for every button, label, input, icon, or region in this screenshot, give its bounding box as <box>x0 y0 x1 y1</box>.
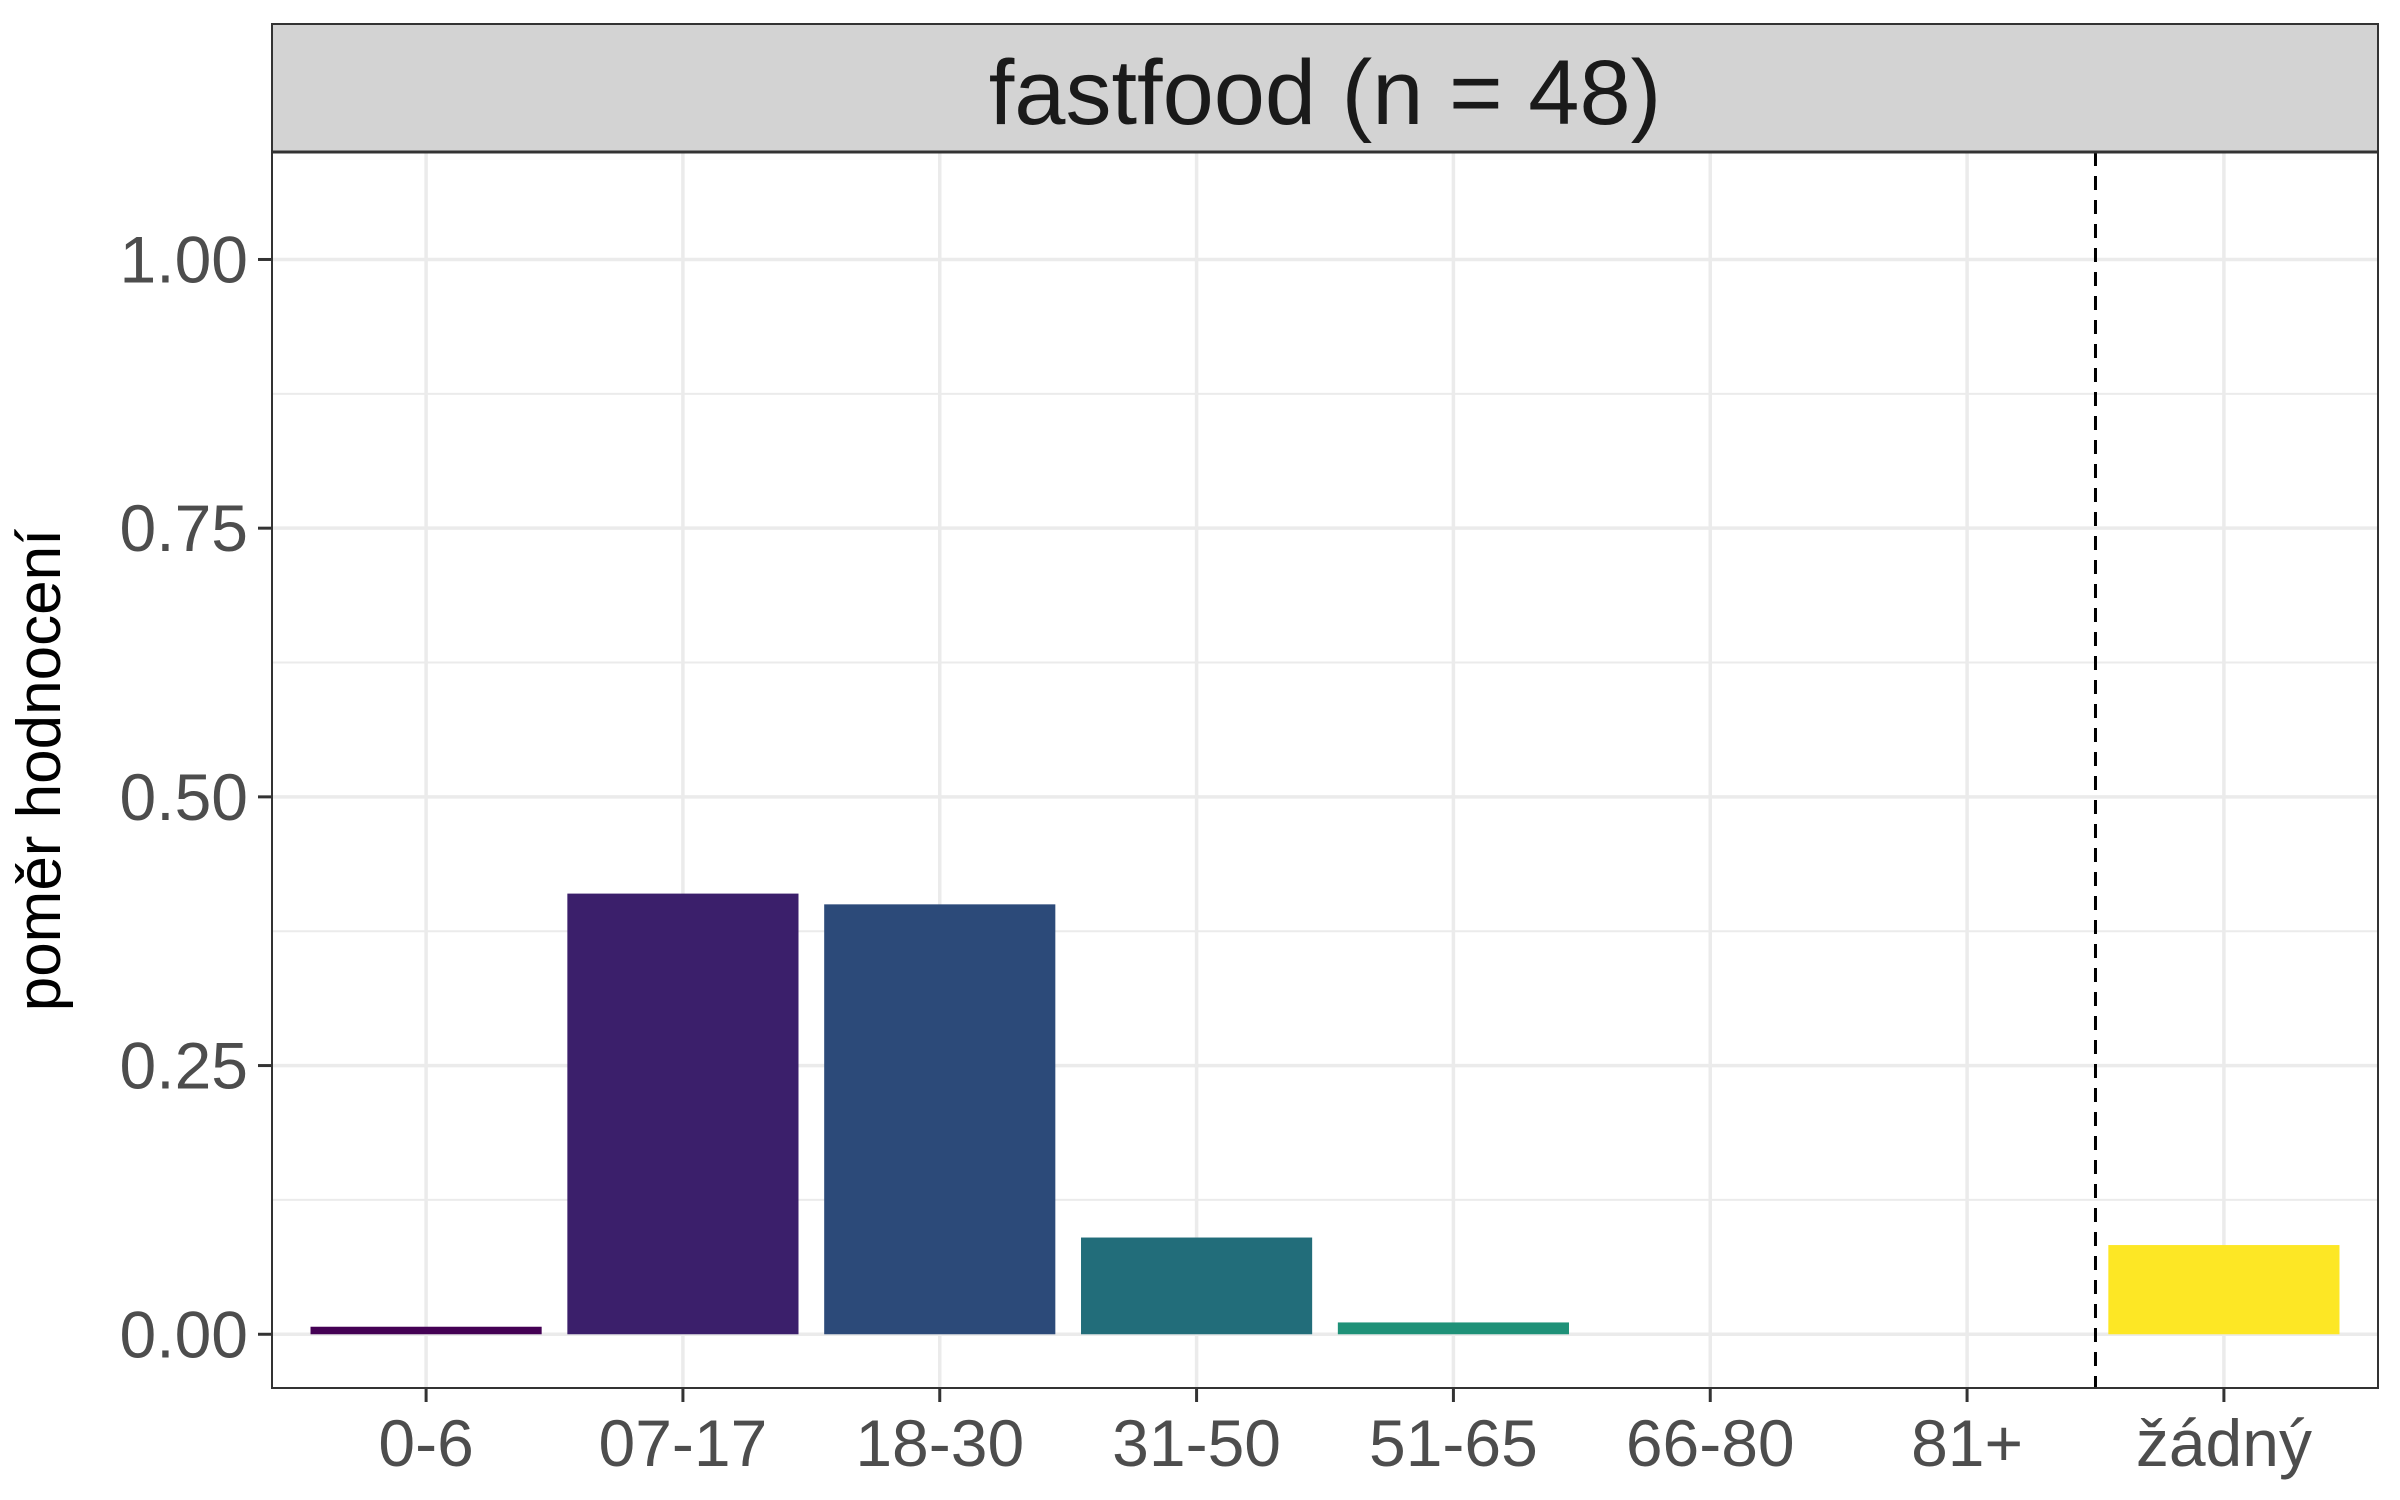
y-tick-label: 1.00 <box>120 222 248 296</box>
facet-strip <box>271 23 2379 153</box>
x-tick-label: 81+ <box>1911 1406 2023 1480</box>
bar-18-30 <box>824 904 1056 1335</box>
x-tick-label: 66-80 <box>1626 1406 1795 1480</box>
chart-title: fastfood (n = 48) <box>989 42 1662 144</box>
y-tick-label: 0.00 <box>120 1297 248 1371</box>
bar-31-50 <box>1081 1237 1313 1335</box>
bar-žádný <box>2108 1245 2340 1335</box>
bar-07-17 <box>567 893 799 1335</box>
x-tick-label: 07-17 <box>599 1406 768 1480</box>
x-tick-label: 51-65 <box>1369 1406 1538 1480</box>
x-tick-label: 0-6 <box>378 1406 473 1480</box>
bars <box>310 893 2340 1335</box>
x-tick-label: 18-30 <box>855 1406 1024 1480</box>
bar-51-65 <box>1337 1322 1569 1335</box>
x-axis: 0-6 07-17 18-30 31-50 51-65 66-80 81+ žádný <box>378 1388 2312 1480</box>
y-tick-label: 0.50 <box>120 760 248 834</box>
y-tick-label: 0.25 <box>120 1029 248 1103</box>
y-tick-label: 0.75 <box>120 491 248 565</box>
x-tick-label: žádný <box>2136 1406 2312 1480</box>
y-axis: 0.00 0.25 0.50 0.75 1.00 <box>120 222 272 1371</box>
y-axis-title: poměr hodnocení <box>5 529 74 1012</box>
bar-0-6 <box>310 1326 542 1335</box>
x-tick-label: 31-50 <box>1112 1406 1281 1480</box>
